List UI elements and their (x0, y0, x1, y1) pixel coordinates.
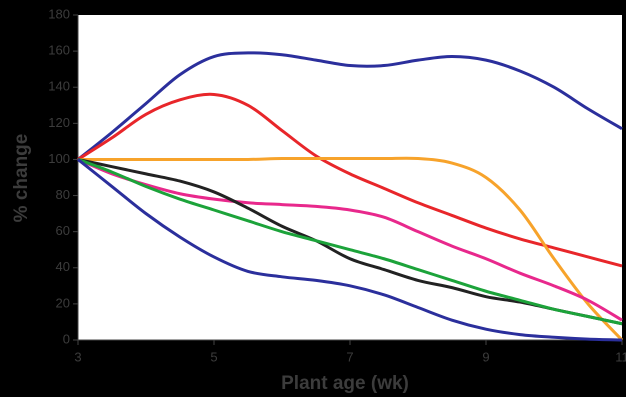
x-axis-label: Plant age (wk) (281, 373, 409, 394)
x-tick-label: 3 (74, 349, 81, 364)
line-series (77, 158, 623, 326)
y-tick-label: 60 (56, 223, 70, 238)
y-tick-label: 20 (56, 295, 70, 310)
y-tick-label: 40 (56, 259, 70, 274)
line-series (77, 92, 623, 268)
y-tick-label: 80 (56, 187, 70, 202)
x-tick-label: 11 (615, 349, 626, 364)
line-series (77, 51, 623, 161)
y-tick-label: 0 (63, 331, 70, 346)
y-axis-label: % change (11, 134, 32, 223)
line-series (77, 158, 623, 342)
x-tick-label: 9 (482, 349, 489, 364)
x-tick-label: 7 (346, 349, 353, 364)
y-tick-label: 140 (48, 79, 70, 94)
y-tick-label: 180 (48, 6, 70, 21)
y-tick-label: 100 (48, 151, 70, 166)
x-tick-label: 5 (210, 349, 217, 364)
line-series (77, 158, 623, 322)
line-series (78, 156, 624, 342)
y-tick-label: 120 (48, 115, 70, 130)
y-tick-label: 160 (48, 43, 70, 58)
